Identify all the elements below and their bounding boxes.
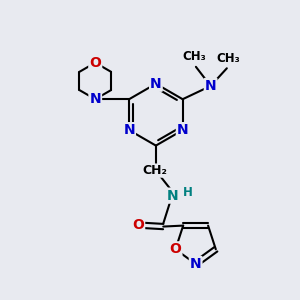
Text: CH₂: CH₂ bbox=[142, 164, 167, 177]
Text: CH₃: CH₃ bbox=[216, 52, 240, 65]
Text: N: N bbox=[166, 189, 178, 202]
Text: N: N bbox=[205, 79, 216, 93]
Text: N: N bbox=[89, 92, 101, 106]
Text: N: N bbox=[150, 77, 162, 91]
Text: N: N bbox=[190, 257, 202, 271]
Text: N: N bbox=[123, 123, 135, 137]
Text: N: N bbox=[177, 123, 188, 137]
Text: CH₃: CH₃ bbox=[183, 50, 206, 63]
Text: H: H bbox=[183, 186, 193, 199]
Text: O: O bbox=[169, 242, 181, 256]
Text: O: O bbox=[89, 56, 101, 70]
Text: O: O bbox=[132, 218, 144, 232]
